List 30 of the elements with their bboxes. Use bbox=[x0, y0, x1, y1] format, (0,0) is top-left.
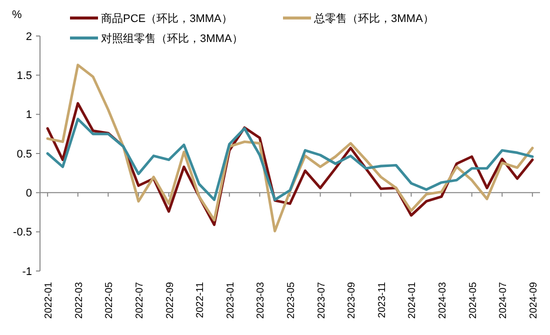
x-tick-label: 2023-11 bbox=[376, 282, 388, 318]
y-tick-label: 1.5 bbox=[16, 70, 32, 82]
x-tick-label: 2023-07 bbox=[316, 282, 328, 319]
x-tick-label: 2023-05 bbox=[286, 282, 297, 319]
y-tick-label: -0.5 bbox=[13, 226, 32, 239]
y-tick-label: 0 bbox=[26, 188, 32, 200]
x-tick-label: 2024-01 bbox=[407, 282, 418, 319]
x-tick-label: 2023-09 bbox=[346, 282, 358, 319]
line-series bbox=[46, 64, 534, 232]
x-tick-label: 2022-05 bbox=[104, 282, 116, 319]
x-tick-label: 2023-03 bbox=[256, 282, 267, 319]
y-tick-label: 1 bbox=[26, 109, 32, 122]
y-axis-title: % bbox=[12, 9, 22, 21]
x-tick-label: 2022-01 bbox=[44, 282, 55, 319]
x-tick-label: 2022-11 bbox=[195, 282, 206, 318]
x-tick-label: 2024-03 bbox=[438, 282, 449, 319]
x-tick-label: 2022-07 bbox=[134, 282, 146, 319]
legend-label: 商品PCE（环比，3MMA） bbox=[101, 12, 232, 25]
legend-label: 对照组零售（环比，3MMA） bbox=[101, 32, 243, 45]
y-tick-label: -1 bbox=[22, 266, 32, 278]
y-tick-label: 2 bbox=[26, 30, 32, 43]
x-tick-label: 2024-05 bbox=[468, 282, 479, 319]
x-tick-label: 2022-03 bbox=[74, 282, 85, 319]
x-tick-label: 2024-09 bbox=[528, 282, 540, 319]
x-tick-label: 2022-09 bbox=[164, 282, 176, 319]
x-tick-label: 2024-07 bbox=[498, 282, 510, 319]
x-tick-label: 2023-01 bbox=[225, 282, 236, 319]
line-series bbox=[46, 118, 534, 202]
y-tick-label: 0.5 bbox=[16, 148, 32, 160]
legend-label: 总零售（环比，3MMA） bbox=[313, 12, 434, 25]
